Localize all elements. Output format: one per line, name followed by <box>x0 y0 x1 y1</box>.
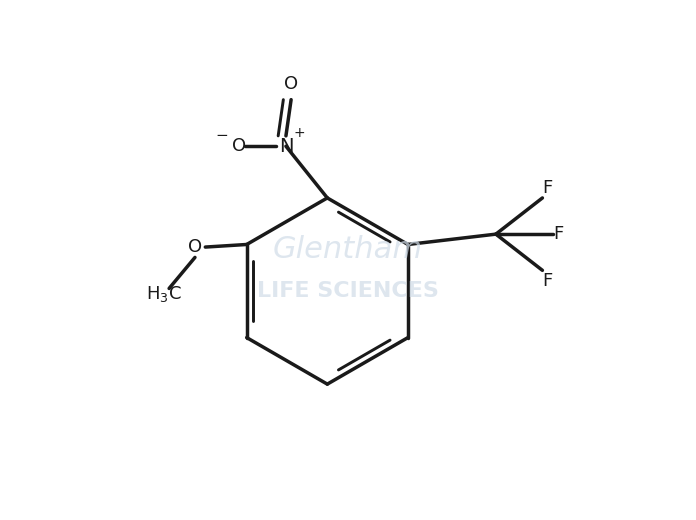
Text: O: O <box>188 238 202 256</box>
Text: H$_3$C: H$_3$C <box>146 283 182 304</box>
Text: O: O <box>232 137 246 155</box>
Text: −: − <box>215 128 228 144</box>
Text: Glentham: Glentham <box>273 235 423 264</box>
Text: LIFE SCIENCES: LIFE SCIENCES <box>257 281 439 301</box>
Text: O: O <box>284 75 298 93</box>
Text: F: F <box>542 271 553 290</box>
Text: F: F <box>542 178 553 197</box>
Text: +: + <box>293 126 305 140</box>
Text: F: F <box>553 225 563 243</box>
Text: N: N <box>278 137 293 155</box>
